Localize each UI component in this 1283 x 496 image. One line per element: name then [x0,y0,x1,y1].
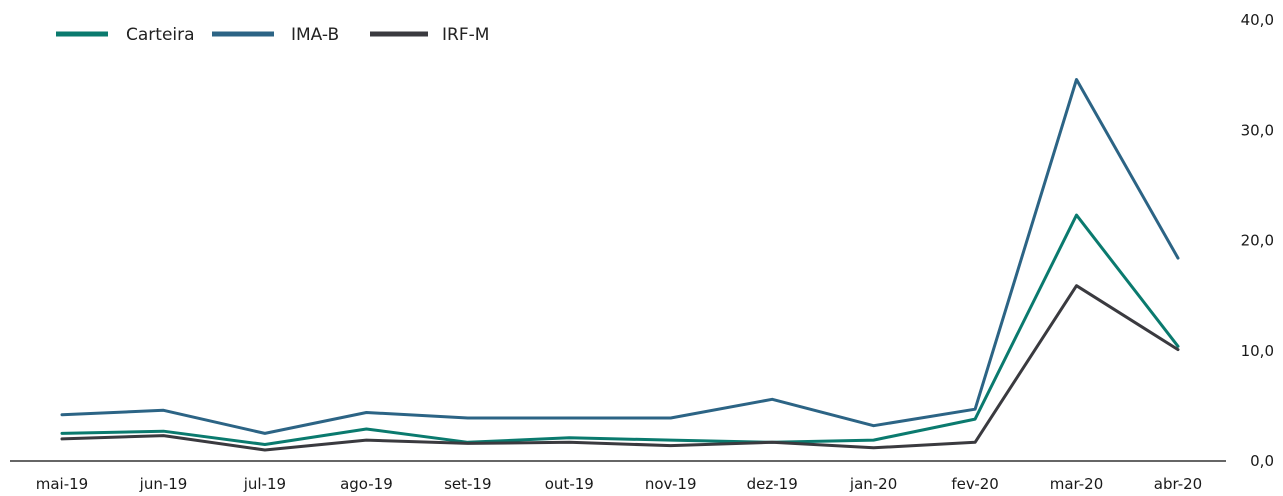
x-tick-label: mai-19 [36,475,88,493]
legend: Carteira IMA-B IRF-M [56,25,489,45]
x-tick-label: jan-20 [849,475,897,493]
legend-item-carteira: Carteira [56,25,195,45]
x-tick-label: jul-19 [243,475,286,493]
legend-item-ima-b: IMA-B [212,25,339,45]
legend-label: Carteira [126,25,195,45]
y-tick-label: 20,0 [1241,232,1274,250]
series-line-irf-m [60,284,1180,452]
x-tick-label: mar-20 [1050,475,1104,493]
x-tick-label: set-19 [444,475,491,493]
series-lines [60,78,1180,452]
y-tick-label: 40,0 [1241,11,1274,29]
x-tick-label: dez-19 [747,475,798,493]
x-tick-label: fev-20 [951,475,998,493]
legend-label: IMA-B [291,25,339,45]
y-tick-label: 30,0 [1241,121,1274,139]
y-tick-label: 10,0 [1241,342,1274,360]
series-line-carteira [60,213,1180,446]
x-tick-label: abr-20 [1154,475,1202,493]
series-line-ima-b [60,78,1180,435]
y-axis-ticks: 0,0 10,0 20,0 30,0 40,0 [1241,11,1274,470]
y-tick-label: 0,0 [1250,452,1274,470]
x-axis-ticks: mai-19 jun-19 jul-19 ago-19 set-19 out-19 nov-… [36,475,1202,493]
legend-label: IRF-M [442,25,489,45]
x-tick-label: out-19 [545,475,594,493]
x-tick-label: jun-19 [139,475,188,493]
legend-item-irf-m: IRF-M [370,25,489,45]
x-tick-label: ago-19 [340,475,393,493]
x-tick-label: nov-19 [645,475,697,493]
